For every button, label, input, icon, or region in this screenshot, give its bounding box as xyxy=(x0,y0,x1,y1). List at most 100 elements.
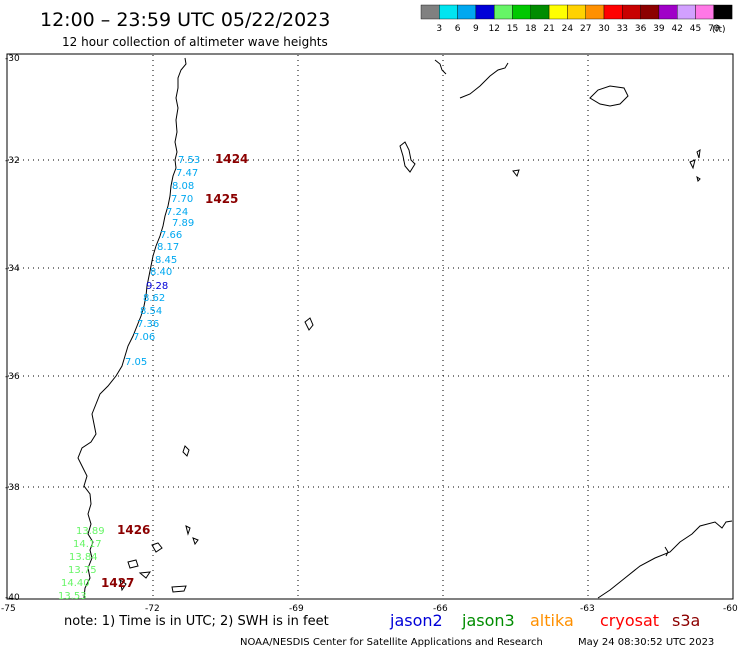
lon-label: -63 xyxy=(580,604,595,614)
legend-tick-label: 15 xyxy=(507,24,518,34)
legend-swatch xyxy=(439,4,458,20)
graticule xyxy=(8,55,732,598)
coastal-island-9 xyxy=(304,317,314,331)
legend-swatch xyxy=(585,4,605,20)
coastal-island-11 xyxy=(512,169,520,178)
latitude-labels: -30 -32 -34 -36 -38 -40 xyxy=(5,54,20,603)
pass-time-label: 1424 xyxy=(215,152,248,166)
legend-swatch xyxy=(713,4,733,20)
legend-tick-label: 18 xyxy=(525,24,537,34)
observation-label: 8.62 xyxy=(143,293,165,304)
observation-label: 7.05 xyxy=(125,357,147,368)
credit-text: NOAA/NESDIS Center for Satellite Applica… xyxy=(240,637,543,648)
observation-label: 13.75 xyxy=(68,565,97,576)
lat-label: -40 xyxy=(5,593,20,603)
map-title: 12:00 – 23:59 UTC 05/22/2023 xyxy=(40,9,330,31)
satellite-name: jason3 xyxy=(461,611,515,630)
lat-label: -38 xyxy=(5,483,20,493)
coastal-island-6 xyxy=(138,571,152,579)
coastal-island-2 xyxy=(185,525,191,536)
wave-height-observations: 7.53 7.47 8.08 7.70 7.247.897.668.17 8.458.40… xyxy=(58,155,200,602)
observation-label: 8.45 xyxy=(155,255,177,266)
southern-shoreline xyxy=(597,520,733,599)
legend-tick-label: 70 xyxy=(708,24,720,34)
lon-label: -66 xyxy=(433,604,448,614)
lon-label: -72 xyxy=(145,604,160,614)
legend-tick-label: 42 xyxy=(671,24,682,34)
units-note: note: 1) Time is in UTC; 2) SWH is in fe… xyxy=(64,614,329,629)
observation-label: 7.89 xyxy=(172,218,194,229)
map-subtitle: 12 hour collection of altimeter wave hei… xyxy=(62,35,328,49)
observation-label: 8.54 xyxy=(140,306,162,317)
southern-shoreline-2 xyxy=(664,546,669,557)
longitude-labels: -75 -72 -69 -66 -63 -60 xyxy=(1,604,738,614)
pass-time-label: 1427 xyxy=(101,576,134,590)
satellite-name: cryosat xyxy=(600,611,659,630)
coastlines xyxy=(77,57,733,599)
observation-label: 8.17 xyxy=(157,242,179,253)
observation-label: 7.70 xyxy=(171,194,193,205)
chile-coastline xyxy=(77,57,187,599)
legend-swatch xyxy=(658,4,678,20)
legend-swatch xyxy=(640,4,660,20)
legend-tick-label: 24 xyxy=(562,24,574,34)
lat-label: -32 xyxy=(5,156,20,166)
coastal-island-12 xyxy=(689,159,696,170)
legend-tick-label: 45 xyxy=(690,24,701,34)
legend-swatch xyxy=(494,4,513,20)
observation-label: 8.08 xyxy=(172,181,194,192)
observation-label: 13.89 xyxy=(76,526,105,537)
legend-tick-label: 27 xyxy=(580,24,591,34)
legend-swatch xyxy=(603,4,623,20)
legend-swatch xyxy=(567,4,586,20)
coastal-island-3 xyxy=(192,537,199,546)
map-frame xyxy=(6,53,734,600)
legend-tick-label: 6 xyxy=(455,24,461,34)
coastal-island-8 xyxy=(119,578,127,592)
satellite-name: altika xyxy=(530,611,574,630)
observation-label: 14.40 xyxy=(61,578,90,589)
observation-label: 14.17 xyxy=(73,539,102,550)
legend-swatch xyxy=(420,4,440,20)
pass-time-label: 1425 xyxy=(205,192,238,206)
coastal-island-13 xyxy=(696,148,701,159)
observation-label: 7.53 xyxy=(178,155,200,166)
observation-label: 7.24 xyxy=(166,207,188,218)
observation-label: 7.06 xyxy=(133,332,155,343)
lon-label: -60 xyxy=(723,604,738,614)
satellite-name: jason2 xyxy=(389,611,443,630)
observation-label: 7.36 xyxy=(137,319,159,330)
legend-swatch xyxy=(622,4,641,20)
legend-tick-label: 33 xyxy=(617,24,628,34)
observation-label: 7.47 xyxy=(176,168,198,179)
northern-lake xyxy=(589,85,629,107)
satellite-name: s3a xyxy=(672,611,700,630)
legend-swatch xyxy=(530,4,550,20)
lon-label: -75 xyxy=(1,604,16,614)
lon-label: -69 xyxy=(289,604,304,614)
coastal-island-1 xyxy=(182,445,190,457)
coastal-island-5 xyxy=(127,559,139,569)
legend-swatch xyxy=(677,4,696,20)
northern-shoreline xyxy=(434,59,509,99)
legend-swatch xyxy=(548,4,568,20)
coastal-island-10 xyxy=(399,141,416,173)
generated-timestamp: May 24 08:30:52 UTC 2023 xyxy=(578,637,714,648)
legend-tick-label: 9 xyxy=(473,24,479,34)
legend-tick-label: 39 xyxy=(653,24,665,34)
observation-label: 13.53 xyxy=(58,591,87,602)
lat-label: -34 xyxy=(5,264,20,274)
observation-label: 9.28 xyxy=(146,281,168,292)
legend-tick-label: 21 xyxy=(543,24,554,34)
coastal-island-14 xyxy=(696,175,701,182)
lat-label: -30 xyxy=(5,54,20,64)
legend-swatch xyxy=(695,4,714,20)
observation-label: 13.84 xyxy=(69,552,98,563)
legend-swatch xyxy=(457,4,477,20)
legend-swatch xyxy=(475,4,495,20)
coastal-island-4 xyxy=(151,542,163,553)
legend-tick-label: 3 xyxy=(436,24,442,34)
legend-tick-label: 30 xyxy=(598,24,610,34)
wave-height-color-legend: 3 6 9 12 15 18 21 24 27 30 33 36 39 42 45 70 xyxy=(420,4,733,34)
